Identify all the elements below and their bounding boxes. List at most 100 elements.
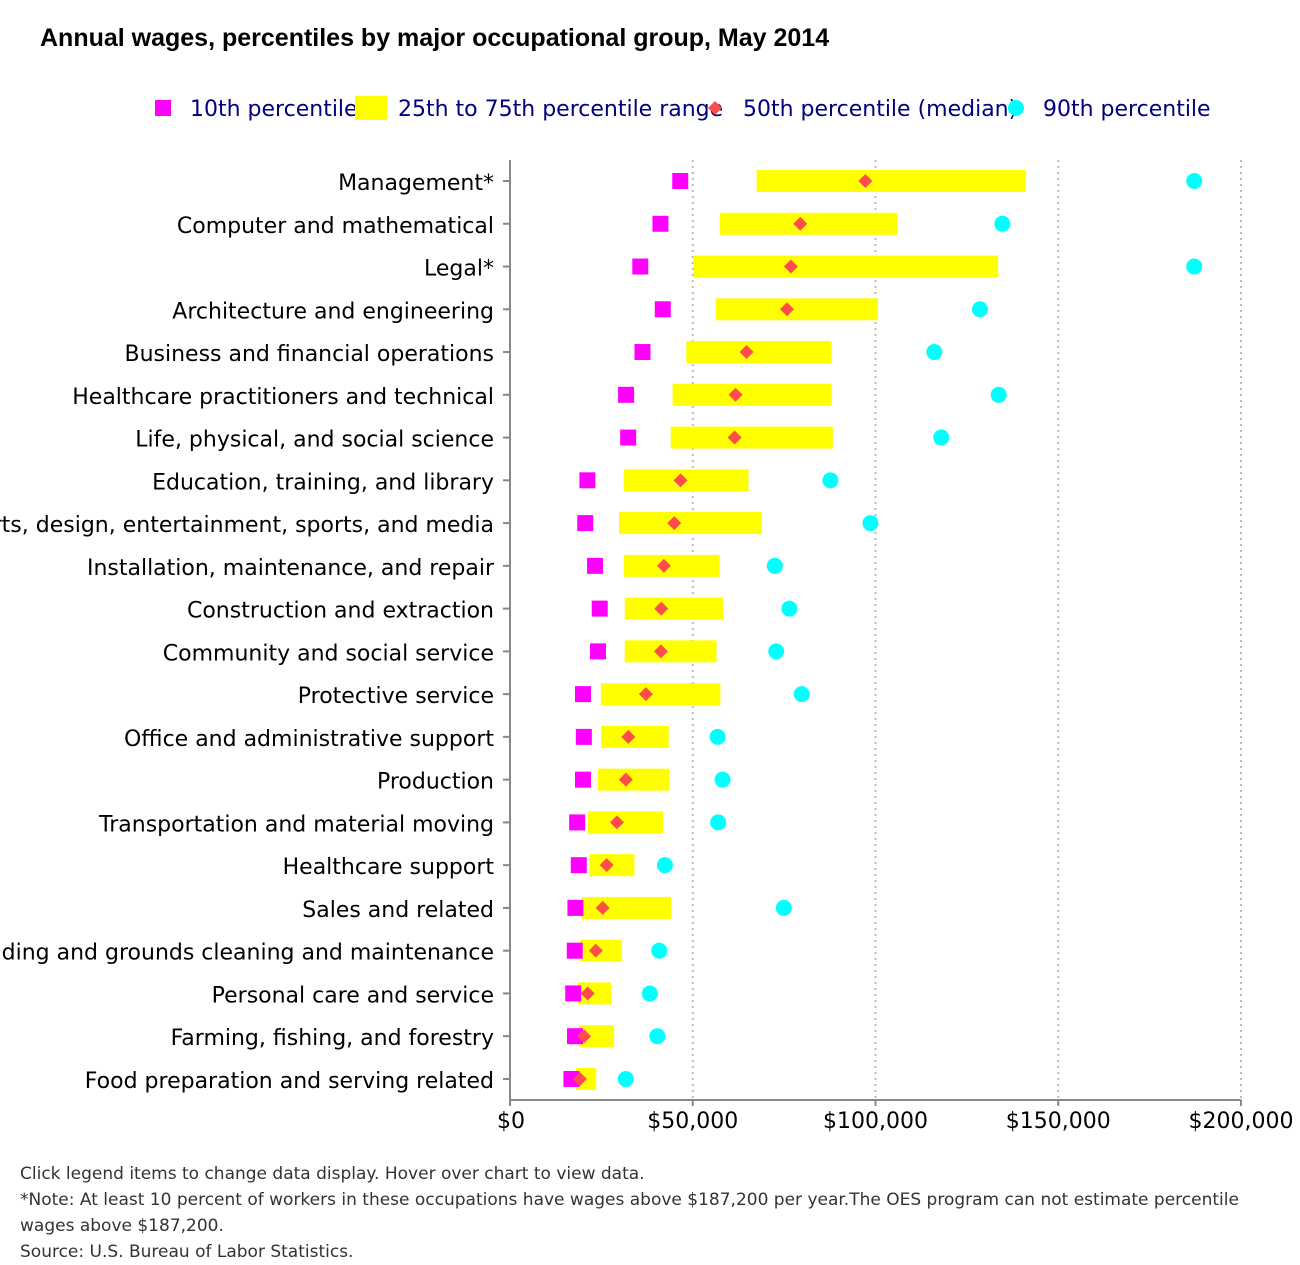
chart-axes (503, 160, 1242, 1106)
occupation-row (589, 640, 785, 663)
p10-square (565, 985, 582, 1002)
legend-item-4: 90th percentile (1008, 97, 1211, 122)
iqr-bar (600, 683, 721, 706)
p10-square (569, 814, 586, 831)
legend-diamond-icon (708, 101, 722, 115)
legend-label: 50th percentile (median) (743, 97, 1017, 122)
occupation-row (587, 554, 783, 577)
iqr-bar (693, 255, 999, 278)
occupation-row (575, 725, 726, 748)
median-diamond (673, 473, 688, 488)
instructions-text: Click legend items to change data displa… (20, 1164, 645, 1184)
iqr-bar (756, 170, 1026, 192)
occupation-row (567, 1025, 666, 1048)
occupation-row (634, 341, 943, 364)
p90-circle (768, 643, 785, 660)
p90-circle (766, 557, 783, 574)
occupation-row (620, 426, 950, 449)
p10-square (589, 643, 606, 660)
iqr-bar (624, 597, 724, 620)
median-diamond (638, 687, 653, 702)
p90-circle (793, 686, 810, 703)
median-diamond (609, 815, 624, 830)
iqr-bar (719, 212, 898, 235)
p90-circle (862, 515, 879, 532)
chart-legend[interactable]: 10th percentile 25th to 75th percentile r… (155, 96, 1211, 122)
category-label: Architecture and engineering (172, 299, 494, 324)
legend-item-3: 50th percentile (median) (708, 97, 1017, 122)
median-diamond (621, 729, 636, 744)
chart-title: Annual wages, percentiles by major occup… (40, 24, 830, 52)
median-diamond (667, 516, 682, 531)
occupation-row (563, 1067, 634, 1090)
occupation-row (574, 683, 810, 706)
median-diamond (728, 387, 743, 402)
category-label: Installation, maintenance, and repair (87, 556, 495, 581)
data-marks[interactable] (563, 170, 1203, 1090)
median-diamond (588, 943, 603, 958)
median-diamond (595, 900, 610, 915)
p90-circle (933, 429, 950, 446)
median-diamond (779, 302, 794, 317)
note-text: *Note: At least 10 percent of workers in… (20, 1190, 1239, 1236)
p10-square (632, 258, 649, 275)
category-label: Personal care and service (212, 983, 494, 1008)
p90-circle (710, 814, 727, 831)
median-diamond (572, 1071, 587, 1086)
p90-circle (641, 985, 658, 1002)
p10-square (566, 942, 583, 959)
median-diamond (653, 644, 668, 659)
category-label: Community and social service (163, 641, 494, 666)
iqr-bar (618, 512, 762, 535)
p90-circle (1186, 258, 1203, 275)
p10-square (574, 686, 591, 703)
median-diamond (783, 259, 798, 274)
iqr-bar (670, 426, 833, 449)
legend-label: 90th percentile (1043, 97, 1211, 122)
legend-bar-icon (355, 96, 387, 120)
p10-square (567, 1028, 584, 1045)
median-diamond (654, 601, 669, 616)
category-label: Sales and related (302, 898, 494, 923)
legend-square-icon (155, 100, 171, 116)
p90-circle (656, 857, 673, 874)
occupation-row (618, 383, 1007, 406)
category-label: Building and grounds cleaning and mainte… (0, 941, 494, 966)
category-label: Protective service (298, 684, 494, 709)
x-tick-label: $100,000 (823, 1109, 928, 1134)
category-label: Production (377, 770, 494, 795)
category-label: Healthcare practitioners and technical (72, 385, 494, 410)
p90-circle (990, 386, 1007, 403)
median-diamond (580, 986, 595, 1001)
p90-circle (971, 301, 988, 318)
median-diamond (618, 772, 633, 787)
iqr-bar (579, 1025, 615, 1048)
p90-circle (651, 942, 668, 959)
p90-circle (709, 728, 726, 745)
median-diamond (577, 1029, 592, 1044)
category-label: Farming, fishing, and forestry (171, 1026, 494, 1051)
p90-circle (649, 1028, 666, 1045)
p10-square (620, 429, 637, 446)
median-diamond (656, 558, 671, 573)
category-label: Transportation and material moving (98, 812, 494, 837)
occupation-row (569, 811, 727, 834)
p90-circle (994, 215, 1011, 232)
p90-circle (775, 899, 792, 916)
legend-circle-icon (1008, 100, 1024, 116)
category-label: Healthcare support (283, 855, 495, 880)
x-tick-label: $150,000 (1006, 1109, 1111, 1134)
median-diamond (727, 430, 742, 445)
iqr-bar (715, 298, 878, 321)
iqr-bar (686, 341, 832, 364)
iqr-bar (581, 896, 672, 919)
p10-square (634, 344, 651, 361)
p90-circle (617, 1070, 634, 1087)
x-tick-label: $50,000 (647, 1109, 738, 1134)
p10-square (574, 771, 591, 788)
occupation-row (652, 212, 1011, 235)
p10-square (575, 728, 592, 745)
p90-circle (822, 472, 839, 489)
occupation-row (654, 298, 988, 321)
p10-square (672, 173, 689, 189)
